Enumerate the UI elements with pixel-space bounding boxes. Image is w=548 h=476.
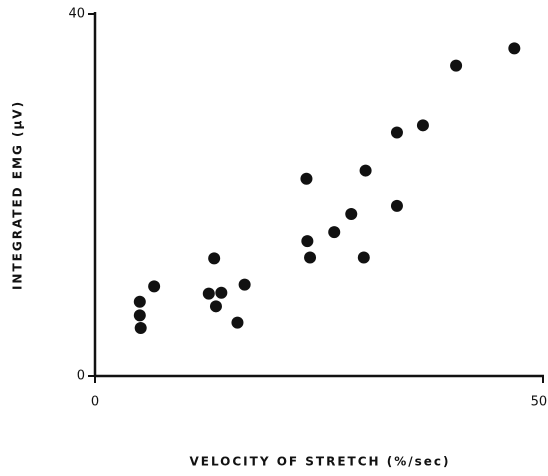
point: [209, 300, 222, 313]
point: [508, 42, 521, 55]
point: [133, 295, 146, 308]
point: [301, 235, 314, 248]
point: [345, 208, 358, 221]
point: [134, 322, 147, 335]
point: [238, 278, 251, 291]
point: [215, 286, 228, 299]
y-tick-label: 0: [77, 369, 85, 384]
x-axis-label: VELOCITY OF STRETCH (%/sec): [189, 455, 450, 469]
point: [231, 316, 244, 329]
point: [450, 59, 463, 72]
point: [390, 199, 403, 212]
y-tick-label: 40: [68, 7, 85, 22]
point: [148, 280, 161, 293]
point: [328, 226, 341, 239]
point: [202, 287, 215, 300]
point: [390, 126, 403, 139]
y-axis-label: INTEGRATED EMG (μV): [11, 100, 25, 290]
point: [300, 172, 313, 185]
point: [133, 309, 146, 322]
point: [416, 119, 429, 132]
point: [304, 251, 317, 264]
x-tick-label: 0: [91, 395, 99, 410]
point: [359, 164, 372, 177]
point: [208, 252, 221, 265]
x-tick-label: 500: [531, 395, 548, 410]
point: [357, 251, 370, 264]
